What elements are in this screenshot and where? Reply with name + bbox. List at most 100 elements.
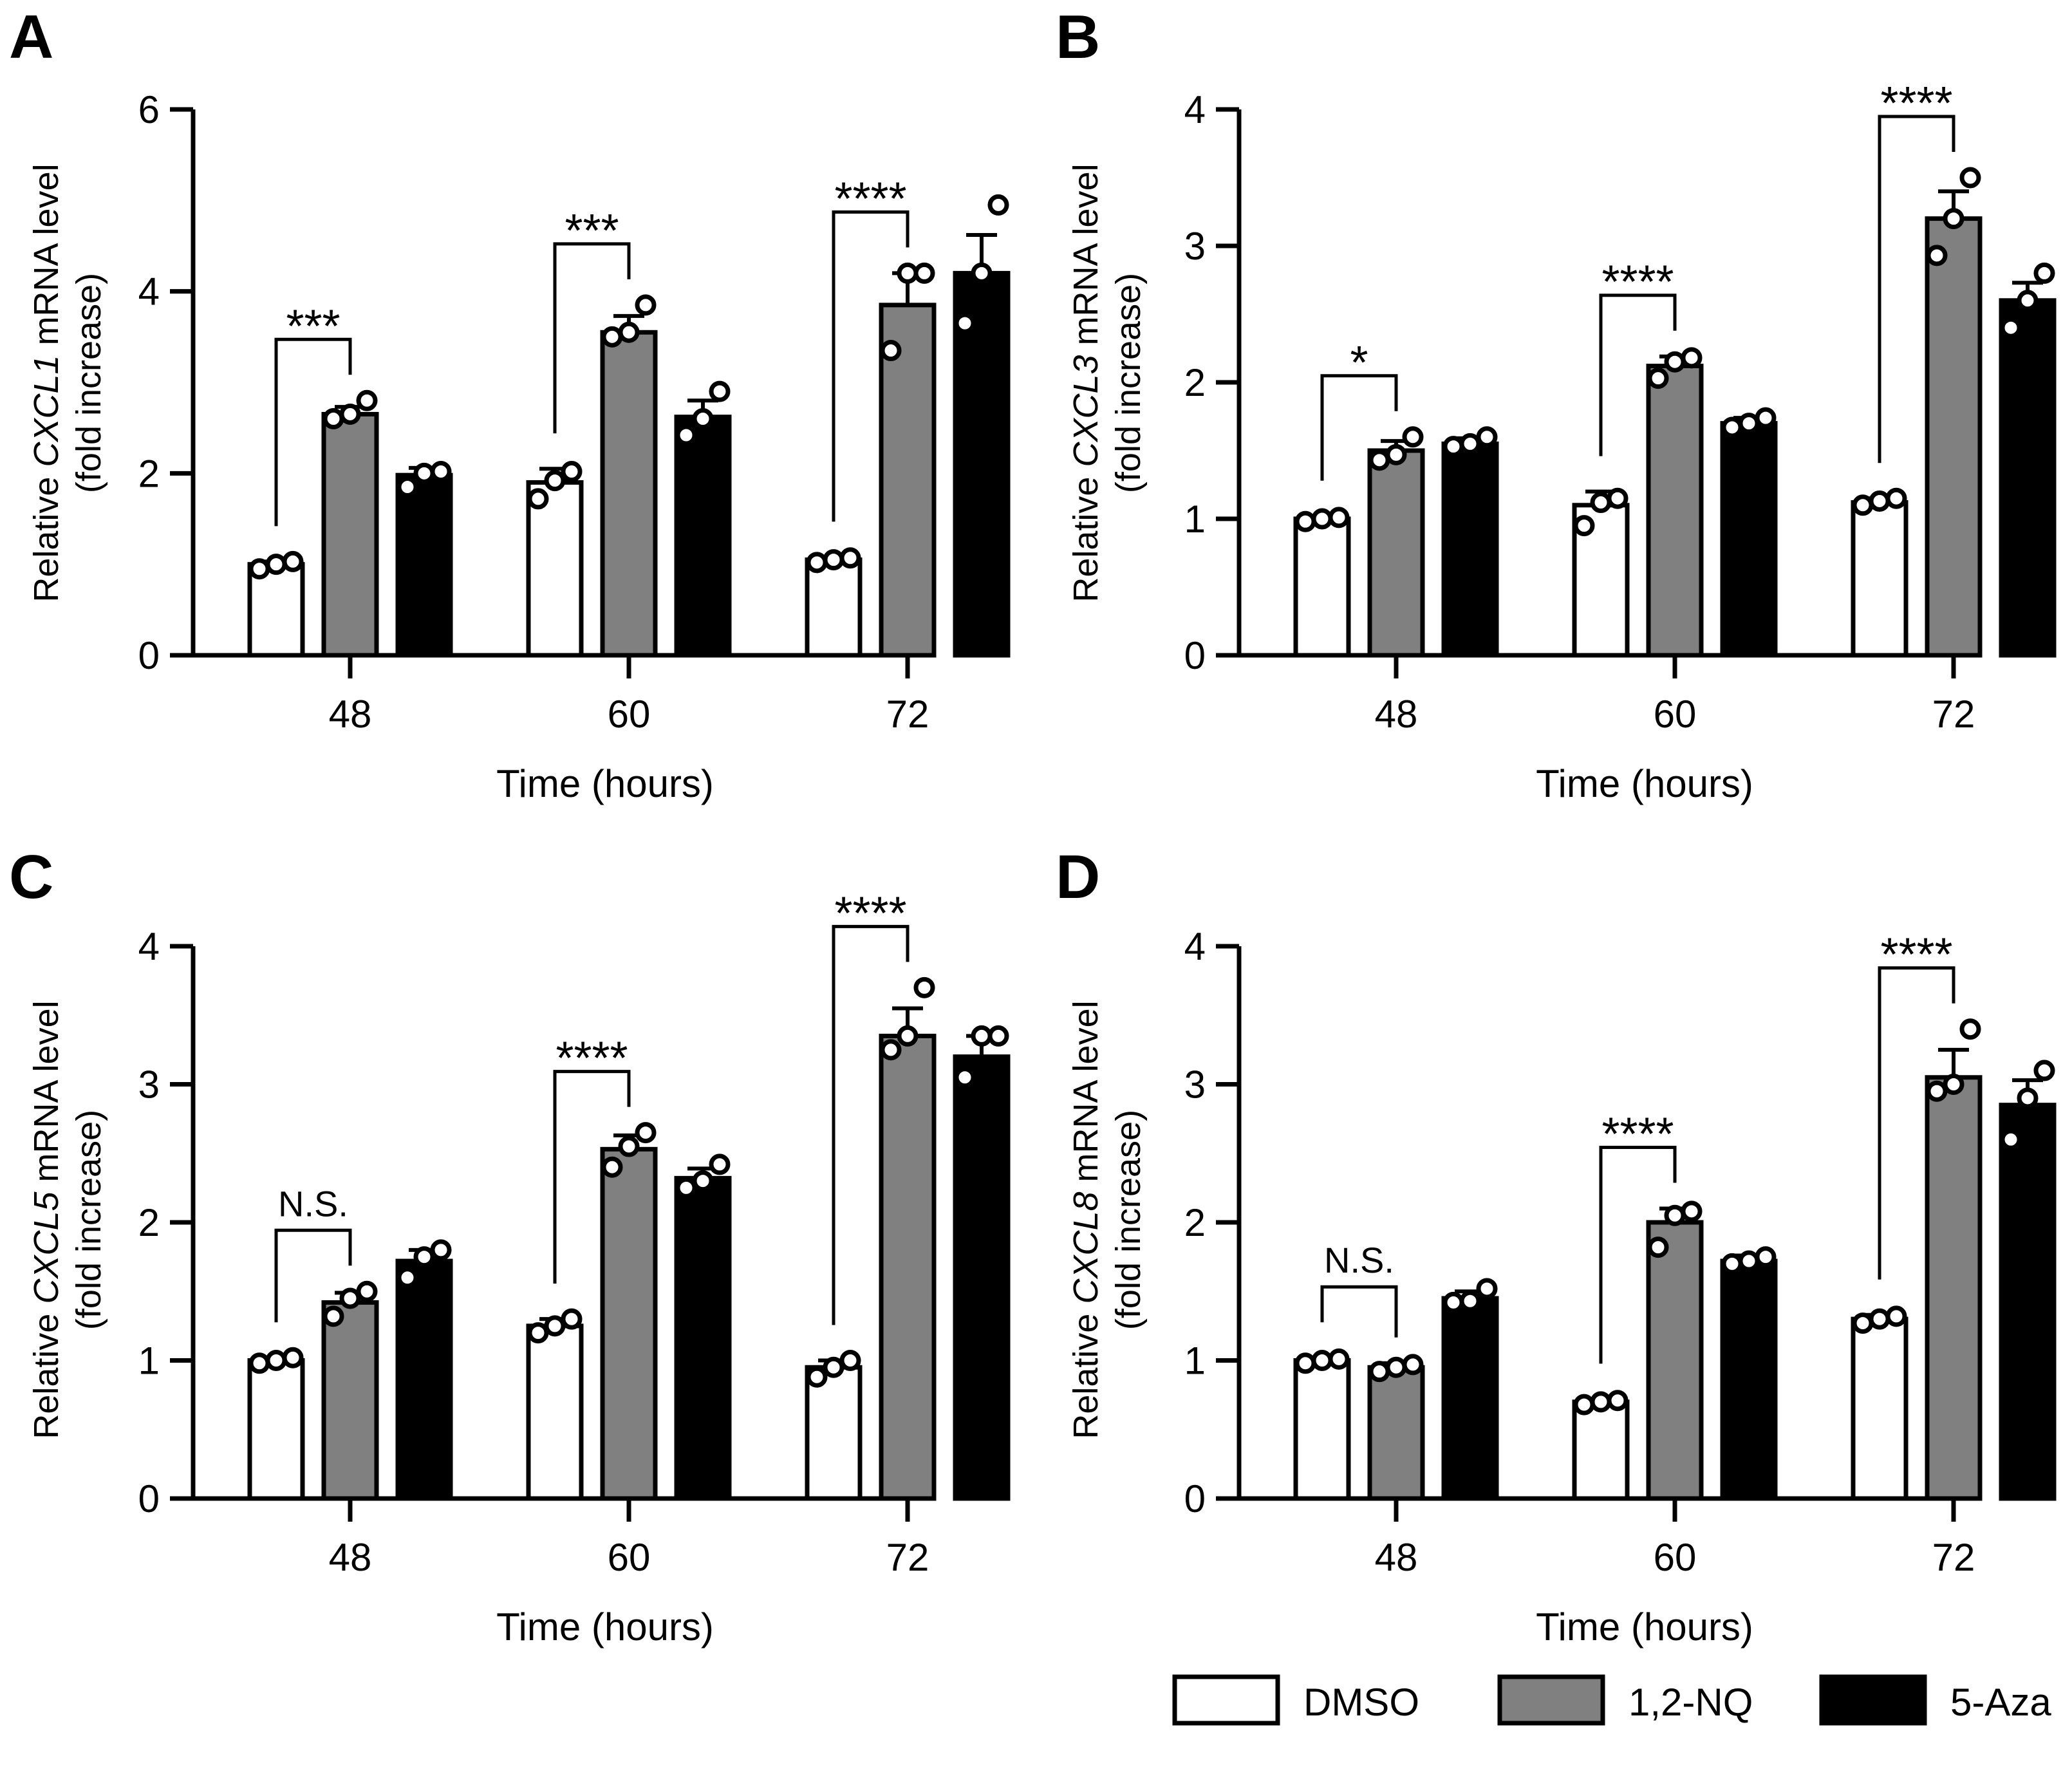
data-point xyxy=(322,1305,344,1327)
significance-label: * xyxy=(1350,337,1368,389)
bar-12nq xyxy=(1925,1075,1983,1501)
bar-5aza xyxy=(395,1258,453,1501)
data-point xyxy=(897,262,919,284)
data-point xyxy=(1647,1237,1669,1258)
significance-bracket xyxy=(1878,966,1955,1280)
data-point xyxy=(1459,1290,1481,1312)
data-point xyxy=(954,312,976,334)
bar-dmso xyxy=(805,1365,863,1501)
svg-text:Relative CXCL3 mRNA level: Relative CXCL3 mRNA level xyxy=(1067,163,1105,602)
data-point xyxy=(2000,317,2022,339)
data-point xyxy=(1476,426,1498,448)
data-point xyxy=(1459,433,1481,454)
data-point xyxy=(880,1039,902,1061)
y-tick-label: 4 xyxy=(138,270,160,313)
data-point xyxy=(913,976,935,998)
y-tick-label: 2 xyxy=(1184,361,1206,404)
data-point xyxy=(1442,436,1464,458)
x-axis-title: Time (hours) xyxy=(1536,1605,1753,1648)
data-point xyxy=(339,1287,361,1309)
data-point xyxy=(1755,1246,1777,1268)
data-point xyxy=(544,470,566,492)
data-point xyxy=(527,488,549,510)
y-tick-label: 3 xyxy=(1184,1063,1206,1107)
y-title-gene: CXCL5 xyxy=(27,1191,66,1303)
y-title-prefix: Relative xyxy=(27,1304,66,1439)
data-point xyxy=(897,1025,919,1047)
data-point xyxy=(248,558,270,580)
data-point xyxy=(527,1322,549,1344)
data-point xyxy=(1607,487,1629,509)
data-point xyxy=(282,1347,304,1368)
data-point xyxy=(2017,1087,2039,1109)
significance-bracket xyxy=(832,210,910,522)
panel-letter: D xyxy=(1056,843,1100,911)
x-tick-label: 60 xyxy=(1654,693,1697,736)
data-point xyxy=(430,1239,452,1261)
panel-letter: A xyxy=(9,3,53,71)
data-point xyxy=(561,461,583,483)
data-point xyxy=(2033,1060,2055,1081)
data-point xyxy=(1402,426,1424,448)
data-point xyxy=(692,408,714,430)
bar-12nq xyxy=(321,411,379,658)
data-point xyxy=(1607,1390,1629,1412)
significance-label: **** xyxy=(834,173,906,225)
data-point xyxy=(1476,1278,1498,1300)
y-axis-title: Relative CXCL3 mRNA level (fold increase… xyxy=(1067,163,1148,602)
data-point xyxy=(1590,492,1612,514)
significance-label: **** xyxy=(1880,929,1952,981)
data-point xyxy=(971,1025,993,1047)
data-point xyxy=(1328,507,1350,528)
significance-label: **** xyxy=(834,888,906,939)
data-point xyxy=(1368,449,1390,471)
significance-label: *** xyxy=(565,205,619,257)
data-point xyxy=(1959,167,1981,189)
x-tick-label: 48 xyxy=(329,693,372,736)
y-title-prefix: Relative xyxy=(1067,1304,1105,1439)
data-point xyxy=(954,1067,976,1088)
significance-bracket xyxy=(274,1228,352,1323)
data-point xyxy=(1681,347,1703,369)
y-title-suffix: mRNA level xyxy=(27,1000,66,1191)
legend-swatch-5aza xyxy=(1819,1674,1927,1726)
legend-label-12nq: 1,2-NQ xyxy=(1629,1681,1753,1724)
data-point xyxy=(265,1350,287,1371)
data-point xyxy=(823,1356,845,1378)
data-point xyxy=(1294,1352,1316,1374)
data-point xyxy=(675,1177,697,1199)
data-point xyxy=(971,262,993,284)
data-point xyxy=(987,194,1009,216)
data-point xyxy=(823,549,845,571)
data-point xyxy=(1311,1350,1333,1371)
data-point xyxy=(1926,1080,1948,1102)
x-axis-title: Time (hours) xyxy=(496,1605,714,1648)
bar-12nq xyxy=(1646,364,1704,658)
data-point xyxy=(635,1122,657,1144)
data-point xyxy=(2000,1128,2022,1150)
data-point xyxy=(1869,490,1890,512)
data-point xyxy=(413,1246,435,1268)
bar-12nq xyxy=(1646,1220,1704,1501)
bar-12nq xyxy=(600,330,658,658)
x-tick-label: 72 xyxy=(886,1536,929,1579)
bar-5aza xyxy=(395,472,453,658)
x-tick-label: 48 xyxy=(1375,693,1418,736)
x-tick-label: 48 xyxy=(1375,1536,1418,1579)
bar-12nq xyxy=(879,303,937,658)
bar-5aza xyxy=(953,270,1011,658)
x-tick-label: 48 xyxy=(329,1536,372,1579)
data-point xyxy=(1721,416,1743,438)
bar-5aza xyxy=(953,1054,1011,1501)
y-tick-label: 2 xyxy=(138,1201,160,1244)
y-title-gene: CXCL8 xyxy=(1067,1191,1105,1303)
legend-label-dmso: DMSO xyxy=(1303,1681,1419,1724)
legend: DMSO 1,2-NQ 5-Aza xyxy=(1172,1674,2051,1726)
data-point xyxy=(709,380,731,402)
y-tick-label: 3 xyxy=(1184,225,1206,268)
y-axis-title: Relative CXCL5 mRNA level (fold increase… xyxy=(27,1000,108,1439)
data-point xyxy=(1926,245,1948,266)
significance-label: *** xyxy=(286,301,340,352)
data-point xyxy=(880,340,902,362)
significance-label: **** xyxy=(555,1033,628,1085)
